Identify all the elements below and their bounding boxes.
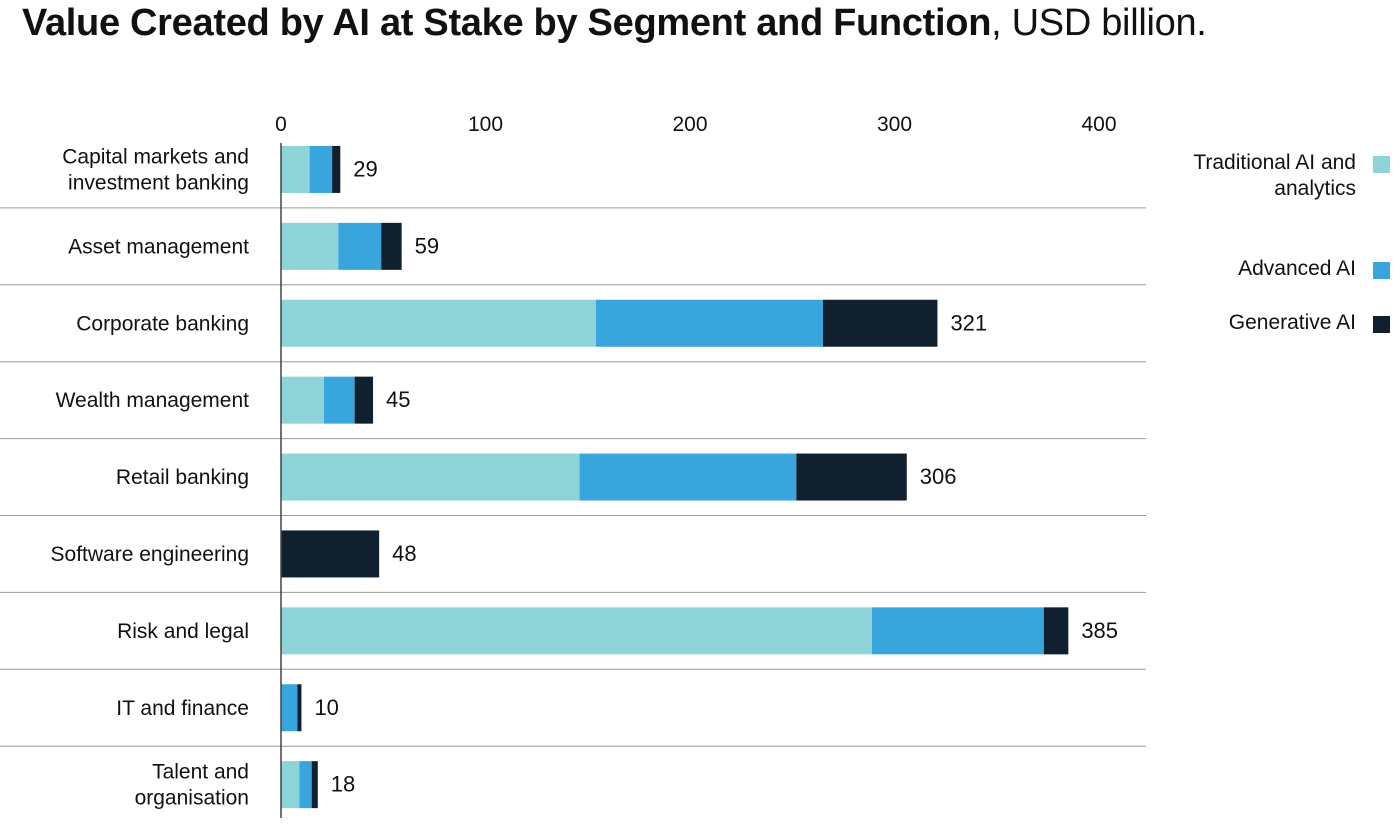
bar-segment bbox=[281, 299, 596, 347]
x-tick-label: 0 bbox=[275, 113, 287, 136]
legend-swatch-traditional bbox=[1373, 156, 1390, 173]
total-label: 321 bbox=[950, 310, 987, 335]
x-tick-label: 400 bbox=[1081, 113, 1116, 136]
total-label: 48 bbox=[392, 541, 416, 566]
bar-segment bbox=[281, 761, 300, 809]
x-tick-label: 300 bbox=[877, 113, 912, 136]
category-label: IT and finance bbox=[116, 697, 249, 720]
total-label: 306 bbox=[920, 464, 957, 489]
bar-segment bbox=[323, 376, 355, 424]
category-label: Talent and bbox=[152, 761, 249, 784]
category-label: Retail banking bbox=[116, 466, 249, 489]
legend-label-generative: Generative AI bbox=[1228, 311, 1356, 334]
total-label: 10 bbox=[314, 695, 338, 720]
category-label: Wealth management bbox=[56, 389, 250, 412]
bar-segment bbox=[595, 299, 823, 347]
title-bold: Value Created by AI at Stake by Segment … bbox=[22, 2, 992, 44]
bar-segment bbox=[281, 530, 380, 578]
bar-segment bbox=[822, 299, 938, 347]
bar-segment bbox=[1043, 607, 1069, 655]
legend-label-advanced: Advanced AI bbox=[1238, 257, 1356, 280]
chart-title: Value Created by AI at Stake by Segment … bbox=[22, 2, 1207, 45]
legend-swatch-advanced bbox=[1373, 262, 1390, 279]
category-label: Capital markets and bbox=[62, 145, 249, 168]
bar-segment bbox=[381, 222, 402, 270]
legend-swatch-generative bbox=[1373, 316, 1390, 333]
bar-segment bbox=[872, 607, 1044, 655]
bar-segment bbox=[309, 145, 333, 193]
bar-segment bbox=[297, 684, 302, 732]
legend-label-traditional: Traditional AI and analytics bbox=[1193, 151, 1356, 200]
category-label: Risk and legal bbox=[117, 620, 249, 643]
category-label: investment banking bbox=[68, 171, 249, 194]
total-label: 29 bbox=[353, 156, 377, 181]
bar-segment bbox=[299, 761, 312, 809]
bar-segment bbox=[281, 145, 310, 193]
x-tick-label: 100 bbox=[468, 113, 503, 136]
bar-segment bbox=[338, 222, 382, 270]
bar-segment bbox=[579, 453, 797, 501]
bar-segment bbox=[311, 761, 318, 809]
bar-segment bbox=[354, 376, 374, 424]
bar-segment bbox=[281, 376, 324, 424]
bar-segment bbox=[281, 453, 580, 501]
total-label: 45 bbox=[386, 387, 410, 412]
title-unit: , USD billion. bbox=[991, 2, 1207, 44]
total-label: 385 bbox=[1081, 618, 1118, 643]
bar-segment bbox=[281, 222, 339, 270]
x-tick-label: 200 bbox=[672, 113, 707, 136]
category-label: organisation bbox=[135, 787, 249, 810]
category-label: Corporate banking bbox=[76, 312, 249, 335]
category-label: Software engineering bbox=[51, 543, 249, 566]
total-label: 18 bbox=[331, 772, 355, 797]
stacked-bar-chart: 0 100 200 300 400 29 Capital markets and invest… bbox=[0, 113, 1146, 818]
bar-segment bbox=[281, 684, 298, 732]
bar-segment bbox=[281, 607, 873, 655]
bar-segment bbox=[796, 453, 907, 501]
bar-segment bbox=[332, 145, 341, 193]
category-label: Asset management bbox=[68, 235, 249, 258]
total-label: 59 bbox=[415, 233, 439, 258]
